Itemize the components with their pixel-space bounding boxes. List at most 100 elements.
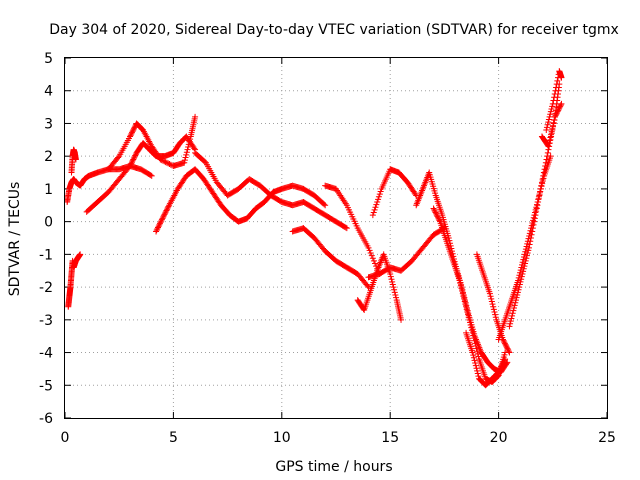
- data-point: [472, 362, 479, 369]
- data-point: [489, 301, 496, 308]
- x-tick-label: 20: [490, 430, 508, 446]
- series-arc-21: [543, 68, 565, 133]
- series-arc-20: [538, 100, 565, 150]
- data-point: [387, 271, 394, 277]
- data-point: [549, 103, 556, 110]
- data-point: [127, 133, 134, 140]
- data-point: [159, 215, 166, 222]
- y-tick-labels: -6 -5 -4 -3 -2 -1 0 1 2 3 4 5: [39, 51, 53, 427]
- data-point: [392, 291, 399, 298]
- data-point: [167, 161, 174, 168]
- data-point: [501, 339, 508, 346]
- data-point: [387, 273, 394, 280]
- data-point: [558, 100, 565, 107]
- data-point: [461, 295, 468, 302]
- data-point: [534, 202, 541, 209]
- data-point: [470, 332, 477, 339]
- data-point: [364, 282, 371, 289]
- data-point: [128, 129, 135, 136]
- data-point: [431, 206, 438, 213]
- data-point: [550, 122, 557, 129]
- data-point: [130, 155, 137, 162]
- data-point: [155, 224, 162, 231]
- data-point: [162, 159, 169, 166]
- data-point: [518, 273, 525, 280]
- x-tick-labels: 0 5 10 15 20 25: [61, 430, 616, 446]
- data-point: [499, 361, 506, 368]
- data-point: [507, 318, 514, 325]
- data-point: [153, 227, 160, 234]
- data-point: [550, 97, 557, 104]
- data-point: [502, 356, 509, 363]
- data-point: [470, 335, 477, 342]
- data-point: [520, 265, 527, 272]
- data-point: [465, 311, 472, 318]
- data-point: [391, 289, 398, 296]
- series-arc-4: [70, 251, 84, 271]
- data-point: [162, 208, 169, 215]
- data-point: [548, 106, 555, 113]
- data-point: [466, 316, 473, 323]
- data-point: [147, 172, 154, 179]
- data-point: [431, 208, 438, 215]
- data-point: [543, 156, 550, 163]
- data-point: [469, 329, 476, 336]
- y-tick-label: -4: [39, 346, 53, 362]
- data-point: [528, 231, 535, 238]
- data-point: [461, 298, 468, 305]
- data-point: [488, 295, 495, 302]
- data-point: [496, 366, 503, 373]
- data-point: [463, 303, 470, 310]
- data-point: [551, 113, 558, 120]
- series-arc-12: [369, 166, 420, 219]
- data-point: [430, 205, 437, 212]
- data-point: [459, 290, 466, 297]
- data-point: [463, 306, 470, 313]
- data-point: [512, 297, 519, 304]
- data-point: [527, 235, 534, 241]
- data-point: [488, 298, 495, 305]
- x-tick-label: 15: [381, 430, 399, 446]
- data-point: [161, 211, 168, 218]
- data-point: [343, 225, 350, 232]
- data-point: [77, 251, 84, 258]
- data-point: [432, 209, 439, 216]
- series-arc-9: [289, 225, 372, 291]
- data-point: [457, 282, 464, 289]
- data-point: [181, 157, 188, 164]
- data-point: [505, 348, 512, 355]
- data-point: [554, 108, 561, 115]
- data-point: [473, 345, 480, 352]
- data-point: [474, 367, 481, 374]
- series-arc-3: [68, 146, 79, 176]
- data-point: [163, 207, 170, 214]
- data-point: [471, 337, 478, 344]
- data-point: [370, 209, 377, 216]
- data-point: [474, 350, 481, 357]
- data-point: [371, 206, 378, 213]
- data-point: [129, 128, 136, 135]
- data-point: [435, 214, 442, 221]
- series-arc-8: [192, 149, 350, 232]
- data-point: [127, 161, 134, 168]
- data-point: [375, 193, 382, 200]
- data-point: [433, 210, 440, 217]
- data-point: [498, 362, 505, 369]
- data-point: [533, 208, 540, 215]
- data-point: [523, 255, 530, 262]
- y-tick-label: 2: [44, 149, 53, 165]
- data-point: [185, 144, 192, 151]
- data-point: [434, 213, 441, 220]
- data-point: [496, 367, 503, 374]
- data-point: [541, 166, 548, 173]
- data-point: [127, 132, 134, 139]
- data-point: [554, 77, 561, 84]
- data-point: [552, 87, 559, 94]
- data-point: [183, 149, 190, 156]
- data-point: [131, 153, 138, 160]
- data-point: [366, 247, 373, 254]
- data-point: [412, 191, 419, 198]
- data-point: [365, 244, 372, 251]
- data-point: [183, 151, 190, 158]
- data-point: [518, 276, 525, 283]
